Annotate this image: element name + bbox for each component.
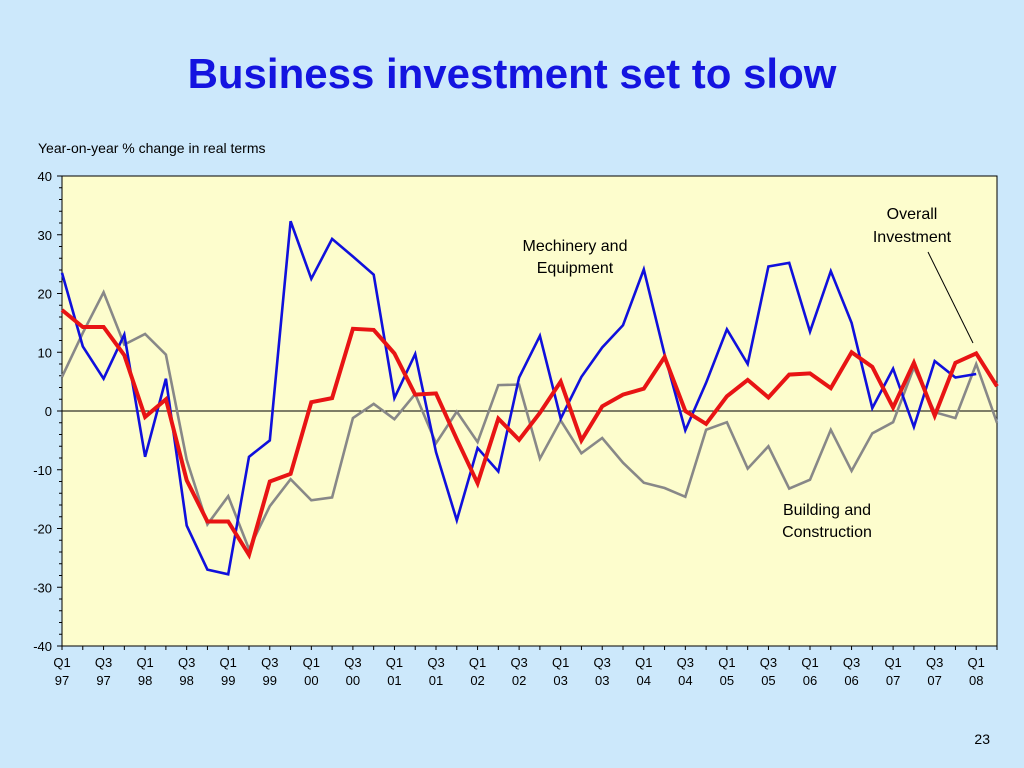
x-tick-label: 97: [96, 673, 110, 688]
y-tick-label: 10: [38, 345, 52, 360]
series-line-mechinery-and-equipment: [60, 220, 977, 576]
x-tick-label: 97: [55, 673, 69, 688]
series-label-machinery: Mechinery and: [523, 238, 628, 255]
x-tick-label: 03: [553, 673, 567, 688]
x-tick-label: Q3: [594, 655, 611, 670]
x-tick-label: Q3: [677, 655, 694, 670]
x-tick-label: 99: [263, 673, 277, 688]
x-tick-label: 06: [803, 673, 817, 688]
x-tick-label: Q1: [968, 655, 985, 670]
series-label-overall: Investment: [873, 229, 952, 246]
x-tick-label: Q3: [95, 655, 112, 670]
x-tick-label: Q1: [801, 655, 818, 670]
x-tick-label: 04: [637, 673, 651, 688]
x-tick-label: Q3: [178, 655, 195, 670]
y-tick-label: -10: [33, 463, 52, 478]
x-tick-label: 06: [844, 673, 858, 688]
x-tick-label: 04: [678, 673, 692, 688]
x-tick-label: 00: [304, 673, 318, 688]
x-tick-label: Q3: [843, 655, 860, 670]
x-tick-label: 02: [512, 673, 526, 688]
y-tick-label: 30: [38, 228, 52, 243]
series-label-machinery: Equipment: [537, 260, 614, 277]
y-tick-label: 20: [38, 287, 52, 302]
x-tick-label: 99: [221, 673, 235, 688]
x-tick-label: Q1: [303, 655, 320, 670]
x-tick-label: 05: [761, 673, 775, 688]
x-tick-label: 05: [720, 673, 734, 688]
x-tick-label: 07: [927, 673, 941, 688]
x-tick-label: Q1: [884, 655, 901, 670]
series-label-building: Construction: [782, 524, 872, 541]
x-tick-label: 01: [429, 673, 443, 688]
x-tick-label: Q3: [427, 655, 444, 670]
x-tick-label: Q1: [552, 655, 569, 670]
x-tick-label: 00: [346, 673, 360, 688]
series-label-overall: Overall: [887, 206, 938, 223]
x-tick-label: 98: [179, 673, 193, 688]
x-tick-label: 07: [886, 673, 900, 688]
x-tick-label: Q1: [469, 655, 486, 670]
x-tick-label: 98: [138, 673, 152, 688]
y-tick-label: -20: [33, 522, 52, 537]
y-tick-label: 40: [38, 169, 52, 184]
y-axis-label: Year-on-year % change in real terms: [38, 140, 266, 156]
x-tick-label: Q1: [53, 655, 70, 670]
slide-title: Business investment set to slow: [187, 50, 837, 97]
x-tick-label: 01: [387, 673, 401, 688]
series-line-overall-investment: [60, 308, 999, 560]
x-tick-label: Q1: [386, 655, 403, 670]
x-tick-label: Q3: [510, 655, 527, 670]
x-tick-label: Q3: [261, 655, 278, 670]
series-label-building: Building and: [783, 502, 871, 519]
x-tick-label: Q3: [344, 655, 361, 670]
x-tick-label: Q1: [220, 655, 237, 670]
y-tick-label: -40: [33, 639, 52, 654]
x-tick-label: Q1: [718, 655, 735, 670]
x-tick-label: 03: [595, 673, 609, 688]
y-tick-label: 0: [45, 404, 52, 419]
x-tick-label: Q3: [926, 655, 943, 670]
x-tick-label: Q1: [136, 655, 153, 670]
y-tick-label: -30: [33, 580, 52, 595]
x-tick-label: Q1: [635, 655, 652, 670]
x-tick-label: 08: [969, 673, 983, 688]
x-tick-label: 02: [470, 673, 484, 688]
x-tick-label: Q3: [760, 655, 777, 670]
series-line-building-and-construction: [60, 289, 999, 553]
annotation-pointer-line: [927, 251, 974, 344]
page-number: 23: [974, 731, 990, 747]
